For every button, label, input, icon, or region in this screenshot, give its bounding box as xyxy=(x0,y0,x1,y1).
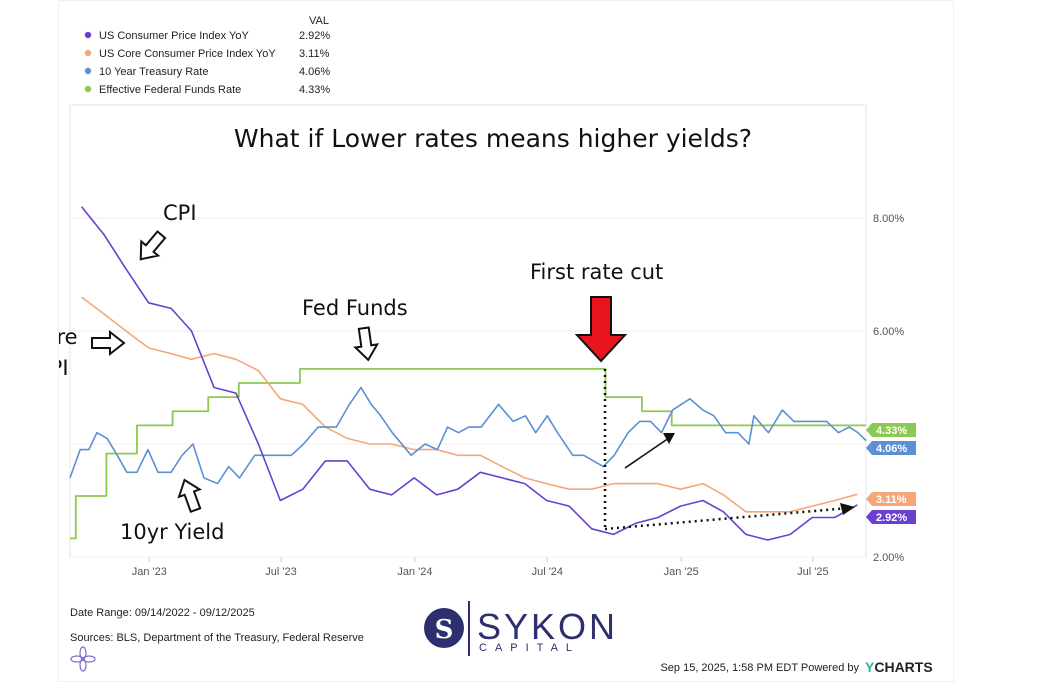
annotation-cpi: CPI xyxy=(163,201,197,225)
series-line xyxy=(69,386,867,485)
series-layer xyxy=(69,206,867,541)
sources: Sources: BLS, Department of the Treasury… xyxy=(70,632,364,644)
legend-value: 4.06% xyxy=(299,66,330,78)
sykon-monogram-letter: S xyxy=(435,615,454,645)
legend-header: VAL xyxy=(309,15,329,27)
end-labels: 4.33% 4.06% 3.11% 2.92% xyxy=(866,423,916,524)
yield-trend-arrowhead-icon xyxy=(663,433,675,444)
x-tick-label: Jan '23 xyxy=(132,566,167,578)
annotation-core-cpi-line1: Core xyxy=(59,325,78,349)
end-value-label: 3.11% xyxy=(876,494,907,506)
legend-marker xyxy=(84,85,92,93)
y-tick-label: 6.00% xyxy=(873,326,904,338)
y-tick-label: 8.00% xyxy=(873,213,904,225)
legend-value: 3.11% xyxy=(299,48,330,60)
annotation-first-rate-cut: First rate cut xyxy=(530,260,663,284)
legend: VAL US Consumer Price Index YoY 2.92% US C… xyxy=(84,15,330,96)
end-value-label: 2.92% xyxy=(876,512,907,524)
annotation-core-cpi-line2: CPI xyxy=(59,356,69,380)
legend-marker xyxy=(84,67,92,75)
sykon-monogram-icon xyxy=(424,608,464,648)
core-cpi-arrow-icon xyxy=(91,329,126,357)
fed-funds-arrow-icon xyxy=(353,326,380,362)
chart: VAL US Consumer Price Index YoY 2.92% US C… xyxy=(59,15,933,675)
chart-title: What if Lower rates means higher yields? xyxy=(234,124,752,153)
y-axis: 2.00% 6.00% 8.00% xyxy=(873,213,904,564)
grid xyxy=(70,217,866,558)
series-line xyxy=(70,367,866,540)
end-value-label: 4.33% xyxy=(876,425,907,437)
legend-marker xyxy=(84,49,92,57)
cpi-arrow-icon xyxy=(139,230,167,261)
logo-tagline: CAPITAL xyxy=(479,642,580,654)
yield-trend-arrow xyxy=(624,437,670,469)
cpi-trend-arrowhead-icon xyxy=(840,503,855,515)
legend-label[interactable]: 10 Year Treasury Rate xyxy=(99,66,208,78)
chart-card: VAL US Consumer Price Index YoY 2.92% US C… xyxy=(58,0,954,682)
series-line xyxy=(81,296,858,513)
timestamp: Sep 15, 2025, 1:58 PM EDT Powered by xyxy=(660,662,859,674)
legend-value: 4.33% xyxy=(299,84,330,96)
ycharts-logo: YCHARTS xyxy=(865,659,933,675)
logo-name: SYKON xyxy=(477,606,618,647)
x-tick-label: Jan '25 xyxy=(664,566,699,578)
sykon-logo: S SYKON CAPITAL xyxy=(424,601,618,656)
x-axis: Jan '23 Jul '23 Jan '24 Jul '24 Jan '25 Jul '… xyxy=(132,557,829,578)
10yr-yield-arrow-icon xyxy=(177,478,202,514)
end-value-tag xyxy=(866,423,916,437)
legend-label[interactable]: US Core Consumer Price Index YoY xyxy=(99,48,276,60)
legend-label[interactable]: Effective Federal Funds Rate xyxy=(99,84,241,96)
annotation-10yr-yield: 10yr Yield xyxy=(120,520,224,544)
ycharts-flower-icon xyxy=(70,646,96,672)
date-range: Date Range: 09/14/2022 - 09/12/2025 xyxy=(70,607,255,619)
end-value-tag xyxy=(866,492,916,506)
end-value-tag xyxy=(866,441,916,455)
end-value-label: 4.06% xyxy=(876,443,907,455)
x-tick-label: Jul '24 xyxy=(532,566,563,578)
legend-marker xyxy=(84,31,92,39)
legend-value: 2.92% xyxy=(299,30,330,42)
first-rate-cut-arrow-icon xyxy=(574,296,628,363)
cpi-trend-dotted-arrow xyxy=(604,506,850,531)
legend-label[interactable]: US Consumer Price Index YoY xyxy=(99,30,249,42)
x-tick-label: Jul '23 xyxy=(265,566,296,578)
x-tick-label: Jul '25 xyxy=(797,566,828,578)
end-value-tag xyxy=(866,510,916,524)
x-tick-label: Jan '24 xyxy=(397,566,432,578)
series-line xyxy=(80,206,858,541)
annotation-fed-funds: Fed Funds xyxy=(302,296,408,320)
y-tick-label: 2.00% xyxy=(873,552,904,564)
